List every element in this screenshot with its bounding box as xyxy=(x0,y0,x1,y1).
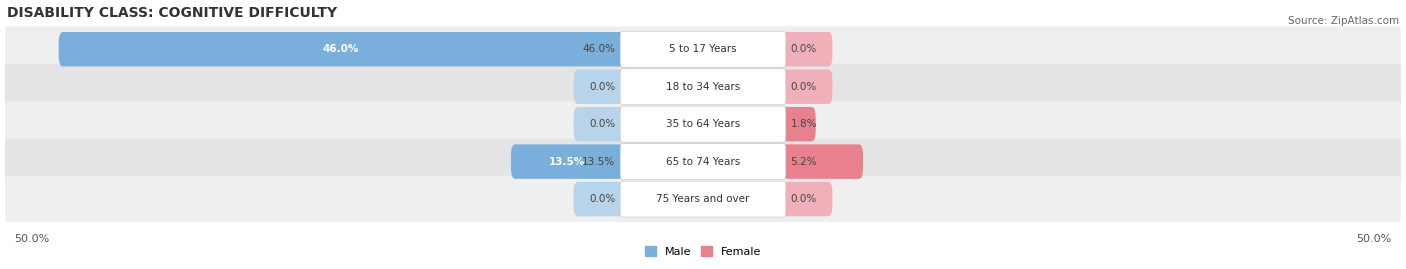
Text: 0.0%: 0.0% xyxy=(589,82,616,92)
FancyBboxPatch shape xyxy=(620,31,786,67)
Text: 5.2%: 5.2% xyxy=(790,157,817,167)
FancyBboxPatch shape xyxy=(574,69,624,104)
FancyBboxPatch shape xyxy=(6,26,1400,72)
Text: 0.0%: 0.0% xyxy=(589,119,616,129)
FancyBboxPatch shape xyxy=(620,144,786,180)
Text: 1.8%: 1.8% xyxy=(790,119,817,129)
FancyBboxPatch shape xyxy=(6,101,1400,147)
FancyBboxPatch shape xyxy=(6,139,1400,185)
Text: 46.0%: 46.0% xyxy=(582,44,616,54)
Text: 50.0%: 50.0% xyxy=(14,234,49,244)
Text: 0.0%: 0.0% xyxy=(790,82,817,92)
FancyBboxPatch shape xyxy=(782,144,863,179)
Legend: Male, Female: Male, Female xyxy=(641,242,765,261)
FancyBboxPatch shape xyxy=(574,107,624,141)
Text: 65 to 74 Years: 65 to 74 Years xyxy=(666,157,740,167)
FancyBboxPatch shape xyxy=(782,182,832,216)
FancyBboxPatch shape xyxy=(782,69,832,104)
FancyBboxPatch shape xyxy=(620,106,786,142)
FancyBboxPatch shape xyxy=(6,176,1400,222)
Text: 13.5%: 13.5% xyxy=(582,157,616,167)
Text: Source: ZipAtlas.com: Source: ZipAtlas.com xyxy=(1288,16,1399,26)
Text: 50.0%: 50.0% xyxy=(1357,234,1392,244)
Text: 5 to 17 Years: 5 to 17 Years xyxy=(669,44,737,54)
Text: 0.0%: 0.0% xyxy=(790,194,817,204)
Text: 13.5%: 13.5% xyxy=(550,157,585,167)
FancyBboxPatch shape xyxy=(782,32,832,66)
FancyBboxPatch shape xyxy=(510,144,624,179)
FancyBboxPatch shape xyxy=(620,181,786,217)
FancyBboxPatch shape xyxy=(620,69,786,105)
FancyBboxPatch shape xyxy=(782,107,815,141)
Text: DISABILITY CLASS: COGNITIVE DIFFICULTY: DISABILITY CLASS: COGNITIVE DIFFICULTY xyxy=(7,6,337,20)
Text: 0.0%: 0.0% xyxy=(790,44,817,54)
Text: 18 to 34 Years: 18 to 34 Years xyxy=(666,82,740,92)
Text: 35 to 64 Years: 35 to 64 Years xyxy=(666,119,740,129)
Text: 0.0%: 0.0% xyxy=(589,194,616,204)
FancyBboxPatch shape xyxy=(59,32,624,66)
Text: 46.0%: 46.0% xyxy=(323,44,360,54)
FancyBboxPatch shape xyxy=(574,182,624,216)
Text: 75 Years and over: 75 Years and over xyxy=(657,194,749,204)
FancyBboxPatch shape xyxy=(6,64,1400,109)
